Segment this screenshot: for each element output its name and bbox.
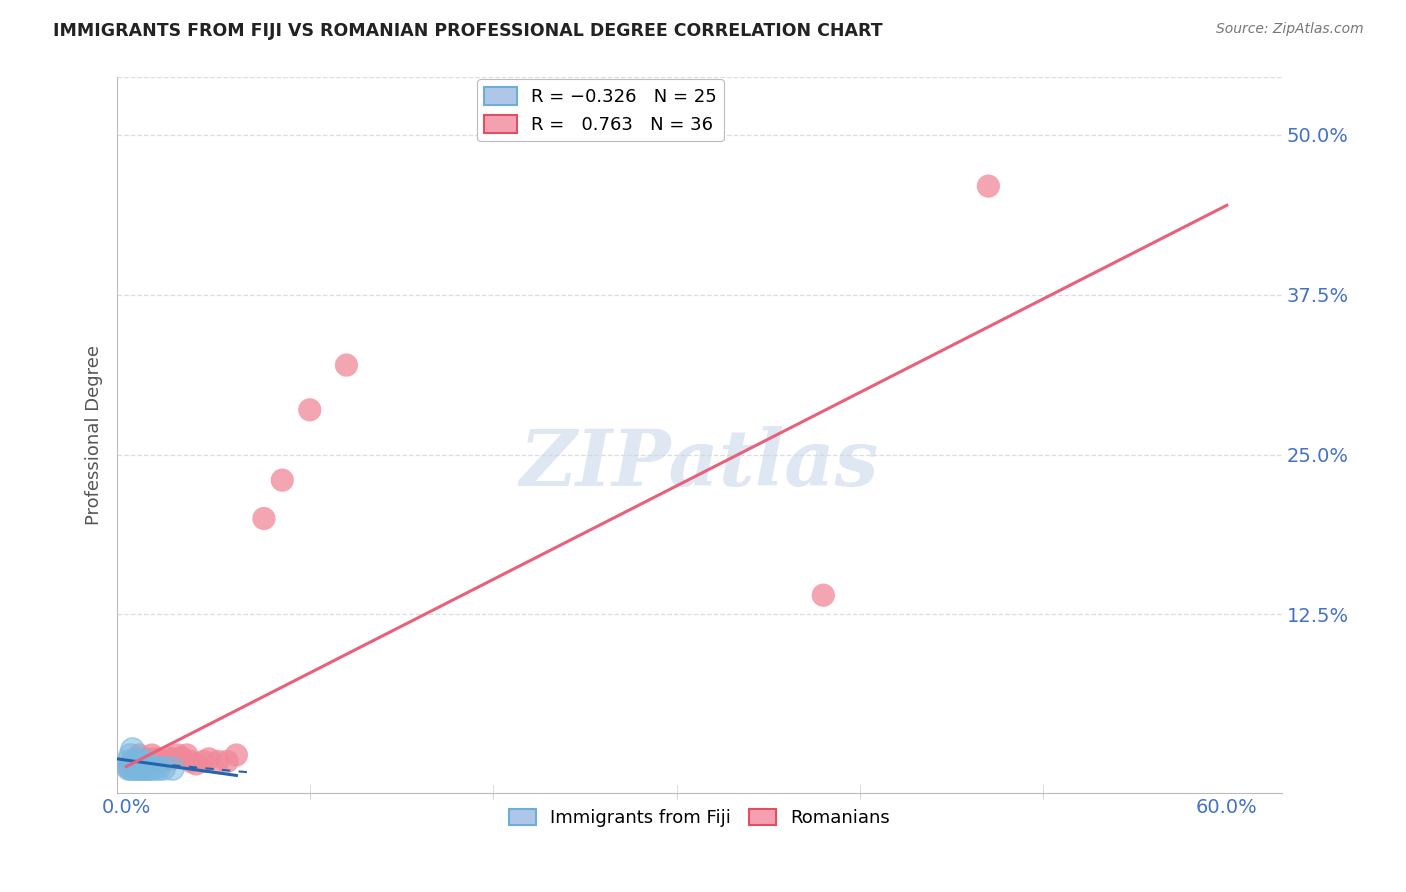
Text: Source: ZipAtlas.com: Source: ZipAtlas.com — [1216, 22, 1364, 37]
Point — [145, 755, 167, 769]
Point — [122, 755, 145, 769]
Point — [298, 402, 321, 417]
Y-axis label: Professional Degree: Professional Degree — [86, 345, 103, 525]
Point — [121, 741, 143, 756]
Point — [117, 755, 139, 769]
Point — [117, 761, 139, 775]
Point — [166, 747, 188, 762]
Point — [139, 756, 162, 771]
Point — [225, 747, 247, 762]
Point — [122, 759, 145, 773]
Point — [132, 761, 155, 775]
Point — [141, 747, 163, 762]
Point — [335, 358, 357, 372]
Point — [134, 761, 156, 775]
Point — [129, 761, 152, 775]
Point — [132, 755, 155, 769]
Point — [128, 747, 150, 762]
Point — [142, 761, 165, 775]
Point — [180, 755, 202, 769]
Point — [127, 755, 149, 769]
Point — [156, 750, 179, 764]
Point — [135, 761, 157, 775]
Legend: Immigrants from Fiji, Romanians: Immigrants from Fiji, Romanians — [502, 802, 897, 834]
Point — [129, 761, 152, 775]
Point — [977, 179, 1000, 194]
Point — [152, 755, 174, 769]
Text: ZIPatlas: ZIPatlas — [520, 425, 879, 502]
Point — [160, 752, 183, 766]
Point — [184, 756, 207, 771]
Point — [271, 473, 294, 487]
Point — [134, 756, 156, 771]
Point — [118, 756, 141, 771]
Point — [253, 511, 276, 525]
Point — [124, 761, 146, 775]
Text: IMMIGRANTS FROM FIJI VS ROMANIAN PROFESSIONAL DEGREE CORRELATION CHART: IMMIGRANTS FROM FIJI VS ROMANIAN PROFESS… — [53, 22, 883, 40]
Point — [122, 761, 145, 775]
Point — [135, 752, 157, 766]
Point — [127, 761, 149, 775]
Point — [146, 761, 169, 775]
Point — [207, 755, 229, 769]
Point — [124, 761, 146, 775]
Point — [193, 755, 215, 769]
Point — [170, 750, 193, 764]
Point — [118, 747, 141, 762]
Point — [152, 761, 174, 775]
Point — [128, 761, 150, 775]
Point — [124, 755, 146, 769]
Point — [217, 755, 239, 769]
Point — [138, 755, 160, 769]
Point — [142, 752, 165, 766]
Point — [813, 588, 835, 602]
Point — [176, 747, 198, 762]
Point — [117, 761, 139, 775]
Point — [139, 761, 162, 775]
Point — [121, 755, 143, 769]
Point — [127, 752, 149, 766]
Point — [160, 761, 183, 775]
Point — [148, 752, 170, 766]
Point — [138, 761, 160, 775]
Point — [121, 761, 143, 775]
Point — [118, 761, 141, 775]
Point — [198, 752, 221, 766]
Point — [128, 755, 150, 769]
Point — [134, 755, 156, 769]
